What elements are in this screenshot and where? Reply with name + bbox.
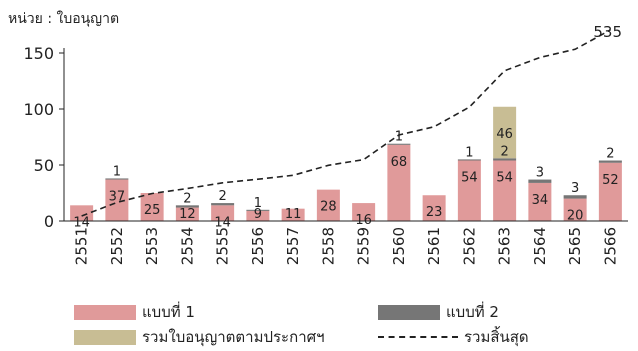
data-label-type1: 20 (567, 209, 584, 224)
data-label-type2: 2 (218, 189, 226, 204)
data-label-type1: 23 (426, 205, 443, 220)
y-tick-label: 50 (34, 156, 54, 175)
bar-type1 (105, 179, 129, 221)
data-label-type1: 54 (461, 171, 478, 186)
legend-cumulative: รวมสิ้นสุด (378, 325, 529, 349)
data-label-type2: 2 (183, 191, 191, 206)
data-label-type1: 11 (285, 207, 302, 222)
bar-announce (493, 106, 517, 159)
data-label-type2: 1 (395, 130, 403, 145)
data-label-type1: 14 (214, 215, 231, 230)
bar-type1 (316, 189, 340, 221)
data-label-type2: 2 (606, 147, 614, 162)
bar-type2 (175, 205, 199, 208)
x-tick-label: 2556 (249, 227, 267, 265)
x-tick-label: 2552 (108, 227, 126, 265)
legend-type2: แบบที่ 2 (378, 300, 499, 324)
legend-type1: แบบที่ 1 (74, 300, 195, 324)
x-tick-label: 2551 (73, 227, 91, 265)
bar-type2 (457, 159, 481, 161)
x-tick-label: 2562 (460, 227, 478, 265)
unit-label: หน่วย : ใบอนุญาต (8, 11, 120, 27)
legend-type1-swatch (74, 304, 136, 320)
data-label-type1: 12 (179, 207, 196, 222)
data-label-type1: 28 (320, 200, 337, 215)
data-label-type1: 14 (73, 215, 90, 230)
y-tick-label: 100 (23, 100, 54, 119)
bar-type1 (598, 162, 622, 221)
data-label-type2: 1 (113, 164, 121, 179)
y-tick-label: 0 (44, 212, 54, 231)
bar-type1 (457, 160, 481, 221)
bar-type2 (528, 179, 552, 183)
bar-type1 (281, 208, 305, 221)
bar-type2 (387, 143, 411, 145)
x-tick-label: 2559 (355, 227, 373, 265)
x-tick-label: 2561 (425, 227, 443, 265)
x-tick-label: 2558 (319, 227, 337, 265)
data-label-type1: 25 (144, 203, 161, 218)
data-label-type1: 52 (602, 173, 619, 188)
bar-type1 (422, 195, 446, 221)
legend-announce-label: รวมใบอนุญาตตามประกาศฯ (142, 328, 325, 346)
bar-type2 (211, 203, 235, 206)
bar-type1 (211, 205, 235, 221)
bar-type2 (493, 158, 517, 161)
x-tick-label: 2554 (178, 227, 196, 265)
x-tick-label: 2566 (601, 227, 619, 265)
bar-type1 (246, 210, 270, 221)
data-label-announce: 46 (496, 127, 513, 142)
x-tick-label: 2565 (566, 227, 584, 265)
bar-type1 (493, 160, 517, 221)
x-tick-label: 2564 (531, 227, 549, 265)
legend-type2-label: แบบที่ 2 (446, 303, 499, 321)
bar-type1 (563, 198, 587, 221)
legend-cumulative-label: รวมสิ้นสุด (464, 328, 529, 346)
legend-cumulative-line (378, 336, 458, 338)
legend-type2-swatch (378, 304, 440, 320)
legend-announce-swatch (74, 329, 136, 345)
bar-type2 (563, 195, 587, 199)
legend-announce: รวมใบอนุญาตตามประกาศฯ (74, 325, 325, 349)
data-label-type2: 3 (571, 181, 579, 196)
data-label-type1: 68 (391, 155, 408, 170)
bar-type1 (528, 182, 552, 221)
y-tick-label: 150 (23, 44, 54, 63)
x-tick-label: 2557 (284, 227, 302, 265)
data-label-type2: 2 (500, 145, 508, 160)
data-label-type1: 54 (496, 171, 513, 186)
cumulative-line (81, 29, 611, 217)
bar-type2 (105, 178, 129, 180)
x-tick-label: 2560 (390, 227, 408, 265)
x-tick-label: 2553 (143, 227, 161, 265)
data-label-type1: 37 (109, 190, 126, 205)
x-tick-label: 2563 (496, 227, 514, 265)
data-label-type1: 34 (532, 193, 549, 208)
x-tick-label: 2555 (214, 227, 232, 265)
data-label-type2: 1 (465, 145, 473, 160)
total-label: 535 (593, 23, 622, 41)
bar-type1 (70, 205, 94, 221)
data-label-type2: 3 (536, 166, 544, 181)
bar-type1 (387, 144, 411, 221)
bar-type1 (175, 207, 199, 221)
data-label-type2: 1 (254, 196, 262, 211)
data-label-type1: 9 (254, 207, 262, 222)
bar-type1 (352, 203, 376, 221)
bar-type2 (246, 209, 270, 211)
bar-type1 (140, 193, 164, 221)
legend-type1-label: แบบที่ 1 (142, 303, 195, 321)
bar-type2 (598, 160, 622, 163)
